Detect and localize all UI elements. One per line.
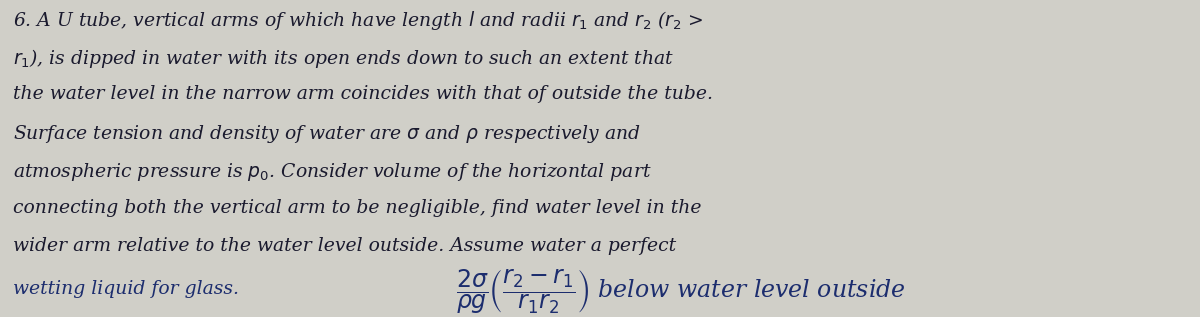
- Text: wetting liquid for glass.: wetting liquid for glass.: [13, 280, 239, 298]
- Text: Surface tension and density of water are $\sigma$ and $\rho$ respectively and: Surface tension and density of water are…: [13, 123, 641, 145]
- Text: $\dfrac{2\sigma}{\rho g}\left(\dfrac{r_2 - r_1}{r_1 r_2}\right)$ below water lev: $\dfrac{2\sigma}{\rho g}\left(\dfrac{r_2…: [456, 267, 906, 316]
- Text: 6. A U tube, vertical arms of which have length $l$ and radii $r_1$ and $r_2$ ($: 6. A U tube, vertical arms of which have…: [13, 9, 703, 32]
- Text: $r_1$), is dipped in water with its open ends down to such an extent that: $r_1$), is dipped in water with its open…: [13, 47, 674, 70]
- Text: the water level in the narrow arm coincides with that of outside the tube.: the water level in the narrow arm coinci…: [13, 85, 713, 103]
- Text: wider arm relative to the water level outside. Assume water a perfect: wider arm relative to the water level ou…: [13, 237, 677, 255]
- Text: connecting both the vertical arm to be negligible, find water level in the: connecting both the vertical arm to be n…: [13, 199, 702, 217]
- Text: atmospheric pressure is $p_0$. Consider volume of the horizontal part: atmospheric pressure is $p_0$. Consider …: [13, 161, 652, 183]
